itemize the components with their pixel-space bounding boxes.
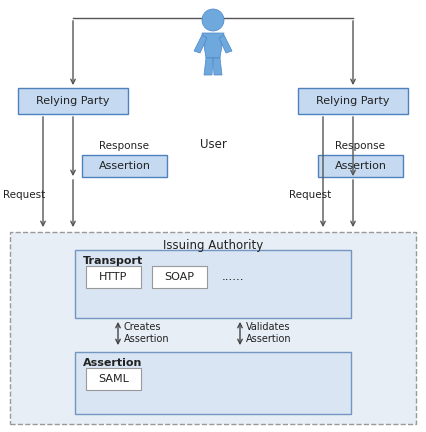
Bar bbox=[75, 250, 351, 318]
Text: Assertion: Assertion bbox=[334, 161, 386, 171]
Text: Response: Response bbox=[100, 141, 150, 151]
Text: Relying Party: Relying Party bbox=[36, 96, 110, 106]
Text: Validates
Assertion: Validates Assertion bbox=[246, 322, 292, 344]
Polygon shape bbox=[213, 58, 222, 75]
Text: Relying Party: Relying Party bbox=[316, 96, 390, 106]
Text: Creates
Assertion: Creates Assertion bbox=[124, 322, 170, 344]
Circle shape bbox=[202, 9, 224, 31]
Text: User: User bbox=[199, 139, 227, 152]
Text: Request: Request bbox=[289, 190, 331, 200]
Text: Issuing Authority: Issuing Authority bbox=[163, 238, 263, 251]
Text: Assertion: Assertion bbox=[98, 161, 150, 171]
Polygon shape bbox=[194, 35, 207, 53]
Bar bbox=[86, 266, 141, 288]
Bar bbox=[82, 155, 167, 177]
Polygon shape bbox=[219, 35, 232, 53]
Text: Transport: Transport bbox=[83, 256, 143, 266]
Text: SOAP: SOAP bbox=[164, 272, 195, 282]
Text: SAML: SAML bbox=[98, 374, 129, 384]
Bar bbox=[318, 155, 403, 177]
Bar bbox=[86, 368, 141, 390]
Text: HTTP: HTTP bbox=[99, 272, 128, 282]
Bar bbox=[10, 232, 416, 424]
Bar bbox=[298, 88, 408, 114]
Text: Assertion: Assertion bbox=[83, 358, 142, 368]
Text: Response: Response bbox=[336, 141, 386, 151]
Polygon shape bbox=[202, 33, 224, 58]
Text: Request: Request bbox=[3, 190, 45, 200]
Bar bbox=[18, 88, 128, 114]
Bar bbox=[152, 266, 207, 288]
Bar bbox=[75, 352, 351, 414]
Polygon shape bbox=[204, 58, 213, 75]
Text: ......: ...... bbox=[222, 270, 245, 283]
